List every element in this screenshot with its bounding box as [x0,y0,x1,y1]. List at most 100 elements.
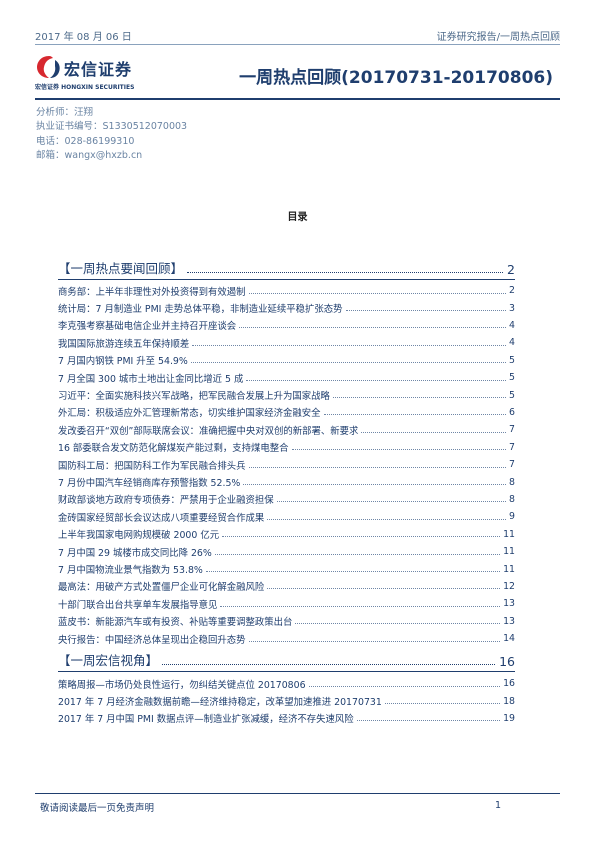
toc-dot-leader [308,685,501,687]
toc-entry-page: 11 [503,528,515,540]
toc-entry[interactable]: 外汇局：积极适应外汇管理新常态，切实维护国家经济金融安全 6 [58,404,515,421]
toc-entry-page: 19 [503,712,515,724]
section-divider [58,279,515,280]
toc-entry-label: 16 部委联合发文防范化解煤炭产能过剩，支持煤电整合 [58,443,289,455]
toc-entry-label: 我国国际旅游连续五年保持顺差 [58,338,190,350]
toc-entry-label: 外汇局：积极适应外汇管理新常态，切实维护国家经济金融安全 [58,408,321,420]
toc-entry-label: 上半年我国家电网购规模破 2000 亿元 [58,530,220,542]
toc-entry[interactable]: 7 月中国物流业景气指数为 53.8% 11 [58,560,515,577]
toc-entry[interactable]: 发改委召开“双创”部际联席会议：准确把握中央对双创的新部署、新要求 7 [58,421,515,438]
toc-entry-label: 十部门联合出台共享单车发展指导意见 [58,599,218,611]
toc-dot-leader [214,553,501,555]
toc-entry[interactable]: 16 部委联合发文防范化解煤炭产能过剩，支持煤电整合 7 [58,439,515,456]
toc-dot-leader [187,272,504,273]
toc-entry-page: 3 [509,302,515,314]
toc-dot-leader [205,571,501,573]
toc-dot-leader [332,397,507,399]
toc-section[interactable]: 【一周宏信视角】 16 [58,650,515,669]
toc-entry-label: 央行报告：中国经济总体呈现出企稳回升态势 [58,634,246,646]
page-number: 1 [495,800,502,811]
toc-entry-page: 9 [509,511,515,523]
analyst-license: 执业证书编号：S1330512070003 [36,121,188,133]
section-divider [58,671,515,672]
toc-dot-leader [267,518,507,520]
toc-entry-page: 5 [509,372,515,384]
toc-section-title: 【一周宏信视角】 [58,653,159,668]
toc-entry-label: 7 月中国 29 城楼市成交同比降 26% [58,547,212,559]
toc-dot-leader [384,703,501,705]
report-title: 一周热点回顾(20170731-20170806) [239,68,553,88]
toc-entry-label: 7 月中国物流业景气指数为 53.8% [58,565,203,577]
toc-entry-page: 5 [509,389,515,401]
toc-entry-page: 5 [509,354,515,366]
toc-entry-label: 习近平：全面实施科技兴军战略，把军民融合发展上升为国家战略 [58,391,330,403]
toc-dot-leader [248,466,507,468]
toc-entry-label: 7 月国内钢铁 PMI 升至 54.9% [58,356,188,368]
toc-entry-page: 11 [503,546,515,558]
toc-entry-label: 7 月份中国汽车经销商库存预警指数 52.5% [58,478,241,490]
header-divider [35,44,560,45]
toc-entry-page: 18 [503,695,515,707]
toc-entry[interactable]: 上半年我国家电网购规模破 2000 亿元 11 [58,526,515,543]
toc-dot-leader [190,362,507,364]
toc-entry[interactable]: 7 月全国 300 城市土地出让金同比增近 5 成 5 [58,369,515,386]
toc-entry-page: 7 [509,424,515,436]
toc-entry-page: 14 [503,633,515,645]
toc-dot-leader [248,292,507,294]
toc-entry[interactable]: 习近平：全面实施科技兴军战略，把军民融合发展上升为国家战略 5 [58,386,515,403]
toc-entry-page: 2 [509,285,515,297]
toc-entry-label: 金砖国家经贸部长会议达成八项重要经贸合作成果 [58,512,265,524]
toc-entry[interactable]: 最高法：用破产方式处置僵尸企业可化解金融风险 12 [58,578,515,595]
toc-entry[interactable]: 7 月中国 29 城楼市成交同比降 26% 11 [58,543,515,560]
toc-entry-page: 7 [509,459,515,471]
toc-entry-page: 4 [509,337,515,349]
toc-entry-page: 4 [509,319,515,331]
toc-entry[interactable]: 7 月国内钢铁 PMI 升至 54.9% 5 [58,352,515,369]
toc-entry[interactable]: 金砖国家经贸部长会议达成八项重要经贸合作成果 9 [58,508,515,525]
toc-dot-leader [222,536,501,538]
analyst-name: 分析师：汪翔 [36,107,94,118]
toc-entry[interactable]: 十部门联合出台共享单车发展指导意见 13 [58,595,515,612]
toc-section-page: 16 [499,654,515,669]
toc-entry[interactable]: 财政部谈地方政府专项债券：严禁用于企业融资担保 8 [58,491,515,508]
toc-dot-leader [162,664,496,665]
toc-entry[interactable]: 我国国际旅游连续五年保持顺差 4 [58,334,515,351]
toc-dot-leader [295,623,501,625]
logo-mark-icon [37,56,60,78]
toc-entry[interactable]: 央行报告：中国经济总体呈现出企稳回升态势 14 [58,630,515,647]
analyst-email: 邮箱：wangx@hxzb.cn [36,149,143,161]
toc-entry-label: 策略周报—市场仍处良性运行，勿纠结关键点位 20170806 [58,679,306,691]
toc-entry-page: 6 [509,406,515,418]
toc-entry[interactable]: 蓝皮书：新能源汽车或有投资、补贴等重要调整政策出台 13 [58,613,515,630]
toc-entry[interactable]: 7 月份中国汽车经销商库存预警指数 52.5% 8 [58,473,515,490]
toc-entry[interactable]: 李克强考察基础电信企业并主持召开座谈会 4 [58,317,515,334]
toc-entry-label: 商务部：上半年非理性对外投资得到有效遏制 [58,286,246,298]
toc-dot-leader [220,605,501,607]
toc-dot-leader [323,414,507,416]
toc-entry[interactable]: 2017 年 7 月中国 PMI 数据点评—制造业扩张减缓，经济不存失速风险 19 [58,710,515,727]
analyst-phone: 电话：028-86199310 [36,135,135,147]
toc-dot-leader [345,310,507,312]
toc-entry[interactable]: 商务部：上半年非理性对外投资得到有效遏制 2 [58,282,515,299]
toc-entry-page: 12 [503,580,515,592]
toc-entry-page: 13 [503,615,515,627]
toc-entry[interactable]: 策略周报—市场仍处良性运行，勿纠结关键点位 20170806 16 [58,675,515,692]
analyst-info: 分析师：汪翔 执业证书编号：S1330512070003 电话：028-8619… [36,106,187,163]
toc-section[interactable]: 【一周热点要闻回顾】 2 [58,258,515,277]
toc-entry-page: 11 [503,563,515,575]
toc-dot-leader [192,344,507,346]
footer-divider [35,793,560,794]
toc-entry[interactable]: 2017 年 7 月经济金融数据前瞻—经济维持稳定，改革望加速推进 201707… [58,692,515,709]
title-divider [35,98,560,100]
toc-dot-leader [291,449,507,451]
toc-entry[interactable]: 国防科工局：把国防科工作为军民融合排头兵 7 [58,456,515,473]
toc-dot-leader [361,431,507,433]
toc-entry-page: 8 [509,493,515,505]
toc-entry-label: 国防科工局：把国防科工作为军民融合排头兵 [58,460,246,472]
toc-dot-leader [246,379,507,381]
toc-dot-leader [248,640,501,642]
toc-entry[interactable]: 统计局：7 月制造业 PMI 走势总体平稳，非制造业延续平稳扩张态势 3 [58,299,515,316]
toc-entry-label: 财政部谈地方政府专项债券：严禁用于企业融资担保 [58,495,274,507]
toc-dot-leader [267,588,501,590]
toc-entry-label: 李克强考察基础电信企业并主持召开座谈会 [58,321,237,333]
